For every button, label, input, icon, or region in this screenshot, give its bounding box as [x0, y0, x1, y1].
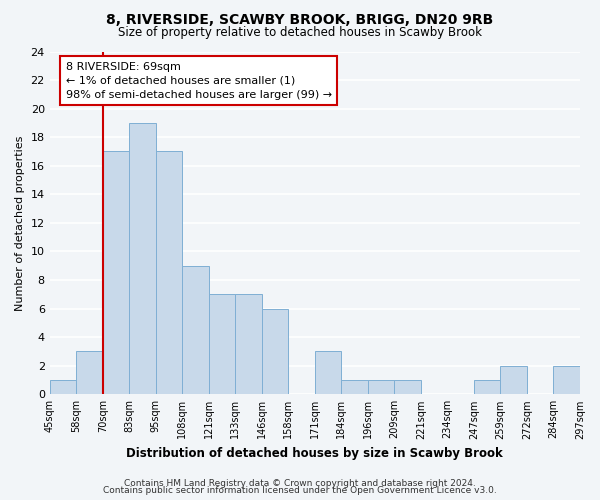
Text: 8, RIVERSIDE, SCAWBY BROOK, BRIGG, DN20 9RB: 8, RIVERSIDE, SCAWBY BROOK, BRIGG, DN20 … — [106, 12, 494, 26]
X-axis label: Distribution of detached houses by size in Scawby Brook: Distribution of detached houses by size … — [127, 447, 503, 460]
Bar — [76, 352, 103, 395]
Bar — [394, 380, 421, 394]
Bar — [315, 352, 341, 395]
Bar — [474, 380, 500, 394]
Bar — [103, 152, 129, 394]
Bar — [235, 294, 262, 394]
Bar — [50, 380, 76, 394]
Bar — [500, 366, 527, 394]
Text: 8 RIVERSIDE: 69sqm
← 1% of detached houses are smaller (1)
98% of semi-detached : 8 RIVERSIDE: 69sqm ← 1% of detached hous… — [65, 62, 332, 100]
Bar — [553, 366, 580, 394]
Y-axis label: Number of detached properties: Number of detached properties — [15, 135, 25, 310]
Bar — [182, 266, 209, 394]
Bar — [341, 380, 368, 394]
Bar — [129, 123, 156, 394]
Text: Contains HM Land Registry data © Crown copyright and database right 2024.: Contains HM Land Registry data © Crown c… — [124, 478, 476, 488]
Bar — [262, 308, 289, 394]
Text: Size of property relative to detached houses in Scawby Brook: Size of property relative to detached ho… — [118, 26, 482, 39]
Bar — [368, 380, 394, 394]
Bar — [156, 152, 182, 394]
Bar — [209, 294, 235, 394]
Text: Contains public sector information licensed under the Open Government Licence v3: Contains public sector information licen… — [103, 486, 497, 495]
